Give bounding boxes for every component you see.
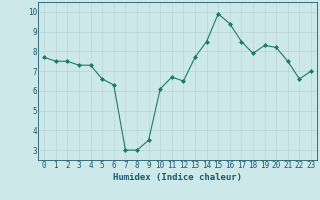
X-axis label: Humidex (Indice chaleur): Humidex (Indice chaleur) (113, 173, 242, 182)
